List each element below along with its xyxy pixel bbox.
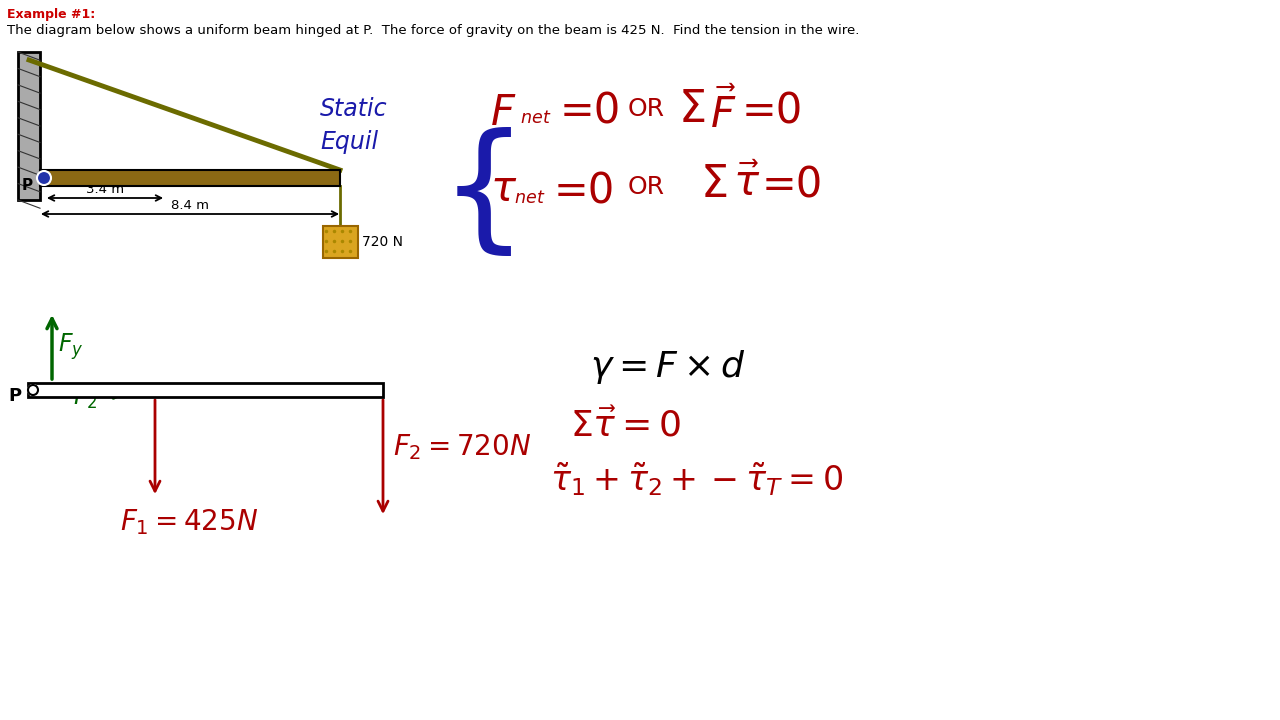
Text: OR: OR [628, 97, 666, 121]
Text: $_{net}$: $_{net}$ [520, 102, 552, 126]
Text: $F_1 = 425N$: $F_1 = 425N$ [120, 507, 259, 537]
Bar [40, 170, 340, 186]
Bar [18, 52, 40, 200]
Text: Static: Static [320, 97, 388, 121]
Text: =0: =0 [742, 90, 804, 132]
Text: $\vec{\tau}$: $\vec{\tau}$ [733, 163, 760, 205]
Text: =0: =0 [554, 170, 616, 212]
Text: =0: =0 [561, 90, 621, 132]
Text: {: { [440, 127, 529, 263]
Bar [323, 226, 358, 258]
Circle shape [37, 171, 51, 185]
Text: 3.4 m: 3.4 m [86, 183, 124, 196]
Text: Example #1:: Example #1: [6, 8, 95, 21]
Text: $\tau$: $\tau$ [490, 168, 517, 210]
Text: P: P [22, 179, 33, 194]
Text: $\vec{F}$: $\vec{F}$ [710, 88, 736, 137]
Text: P: P [8, 387, 22, 405]
Text: $\Sigma$: $\Sigma$ [678, 88, 705, 131]
Circle shape [28, 385, 38, 395]
Text: $F$: $F$ [490, 92, 516, 134]
Text: 720 N: 720 N [362, 235, 403, 249]
Text: $\tilde{\tau}_1 + \tilde{\tau}_2 + - \tilde{\tau}_T = 0$: $\tilde{\tau}_1 + \tilde{\tau}_2 + - \ti… [550, 460, 844, 498]
Text: OR: OR [628, 175, 666, 199]
Text: =0: =0 [762, 165, 823, 207]
Text: $\gamma = F \times d$: $\gamma = F \times d$ [590, 348, 746, 386]
Text: The diagram below shows a uniform beam hinged at P.  The force of gravity on the: The diagram below shows a uniform beam h… [6, 24, 859, 37]
Text: $F_2 = 720N$: $F_2 = 720N$ [393, 432, 531, 462]
Bar [28, 383, 383, 397]
Text: $F_2$: $F_2$ [73, 384, 97, 411]
Text: 23°: 23° [138, 169, 165, 184]
Text: Equil: Equil [320, 130, 378, 154]
Text: 8.4 m: 8.4 m [172, 199, 209, 212]
Text: $_{net}$: $_{net}$ [515, 182, 545, 206]
Text: $F_y$: $F_y$ [58, 332, 83, 362]
Text: $\Sigma$: $\Sigma$ [700, 163, 727, 206]
Text: $\Sigma \vec{\tau} = 0$: $\Sigma \vec{\tau} = 0$ [570, 408, 681, 444]
